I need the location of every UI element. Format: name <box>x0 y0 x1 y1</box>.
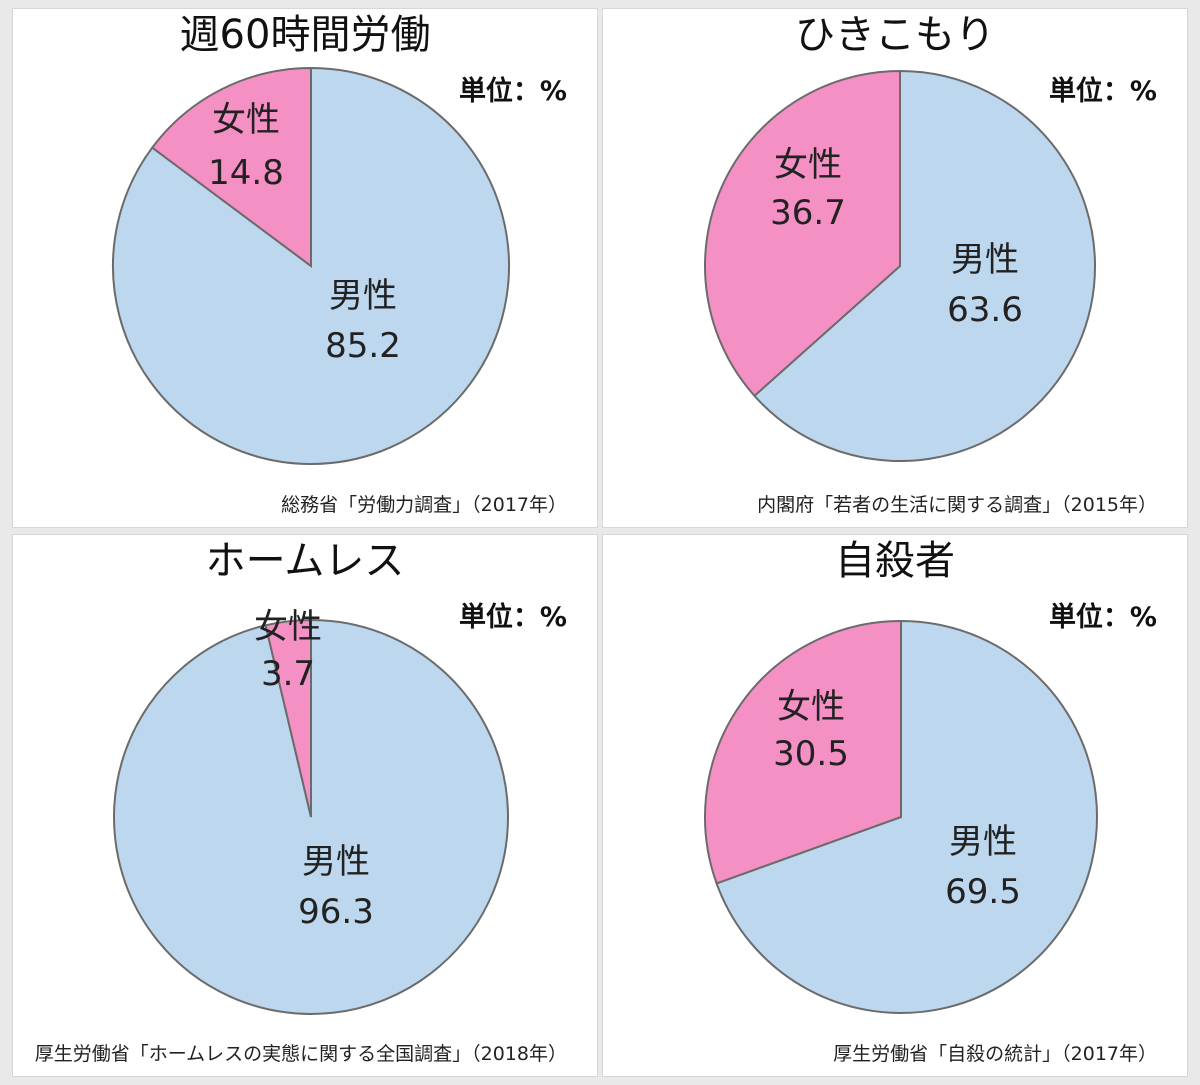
chart-panel-suicide: 自殺者 単位：% 女性 30.5 男性 69.5 厚生労働省「自殺の統計」（2017年… <box>602 534 1188 1077</box>
pie-slice-female <box>264 618 312 818</box>
chart-panel-60h-work: 週60時間労働 単位：% 女性 14.8 男性 85.2 総務省「労働力調査」（201… <box>12 8 598 528</box>
slice-value-label-male: 63.6 <box>947 290 1023 330</box>
pie-slice-female <box>704 69 901 398</box>
slice-name-label-male: 男性 <box>949 822 1017 862</box>
slice-name-label-male: 男性 <box>302 842 370 882</box>
chart-panel-homeless: ホームレス 単位：% 女性 3.7 男性 96.3 厚生労働省「ホームレスの実態に関す… <box>12 534 598 1077</box>
chart-title: ひきこもり <box>795 12 995 58</box>
pie-chart: 女性 14.8 男性 85.2 <box>112 66 510 465</box>
slice-name-label-female: 女性 <box>254 607 322 647</box>
unit-label: 単位：% <box>1048 602 1157 633</box>
source-note: 厚生労働省「ホームレスの実態に関する全国調査」（2018年） <box>34 1043 567 1065</box>
slice-name-label-female: 女性 <box>212 100 280 140</box>
pie-slice-female <box>704 619 902 885</box>
chart-title: 自殺者 <box>835 538 955 584</box>
chart-panel-hikikomori: ひきこもり 単位：% 女性 36.7 男性 63.6 内閣府「若者の生活に関する調査」… <box>602 8 1188 528</box>
slice-value-label-male: 69.5 <box>945 872 1021 912</box>
slice-value-label-female: 3.7 <box>261 654 315 694</box>
source-note: 厚生労働省「自殺の統計」（2017年） <box>833 1043 1157 1065</box>
slice-value-label-female: 30.5 <box>773 734 849 774</box>
slice-value-label-female: 14.8 <box>208 153 284 193</box>
source-note: 総務省「労働力調査」（2017年） <box>281 494 567 516</box>
pie-slice-male <box>715 619 1098 1014</box>
pie-slice-female <box>150 66 312 268</box>
pie-chart: 女性 30.5 男性 69.5 <box>704 619 1098 1014</box>
chart-title: 週60時間労働 <box>179 12 431 58</box>
pie-chart: 女性 36.7 男性 63.6 <box>704 69 1096 462</box>
pie-slice-male <box>753 69 1096 462</box>
unit-label: 単位：% <box>1048 76 1157 107</box>
unit-label: 単位：% <box>458 76 567 107</box>
slice-value-label-male: 96.3 <box>298 892 374 932</box>
pie-slice-male <box>112 66 510 465</box>
slice-value-label-male: 85.2 <box>325 326 401 366</box>
slice-value-label-female: 36.7 <box>770 193 846 233</box>
unit-label: 単位：% <box>458 602 567 633</box>
source-note: 内閣府「若者の生活に関する調査」（2015年） <box>757 494 1157 516</box>
slice-name-label-female: 女性 <box>777 687 845 727</box>
chart-title: ホームレス <box>205 538 405 584</box>
slice-name-label-female: 女性 <box>774 145 842 185</box>
pie-chart: 女性 3.7 男性 96.3 <box>113 607 509 1015</box>
slice-name-label-male: 男性 <box>951 240 1019 280</box>
slice-name-label-male: 男性 <box>329 276 397 316</box>
